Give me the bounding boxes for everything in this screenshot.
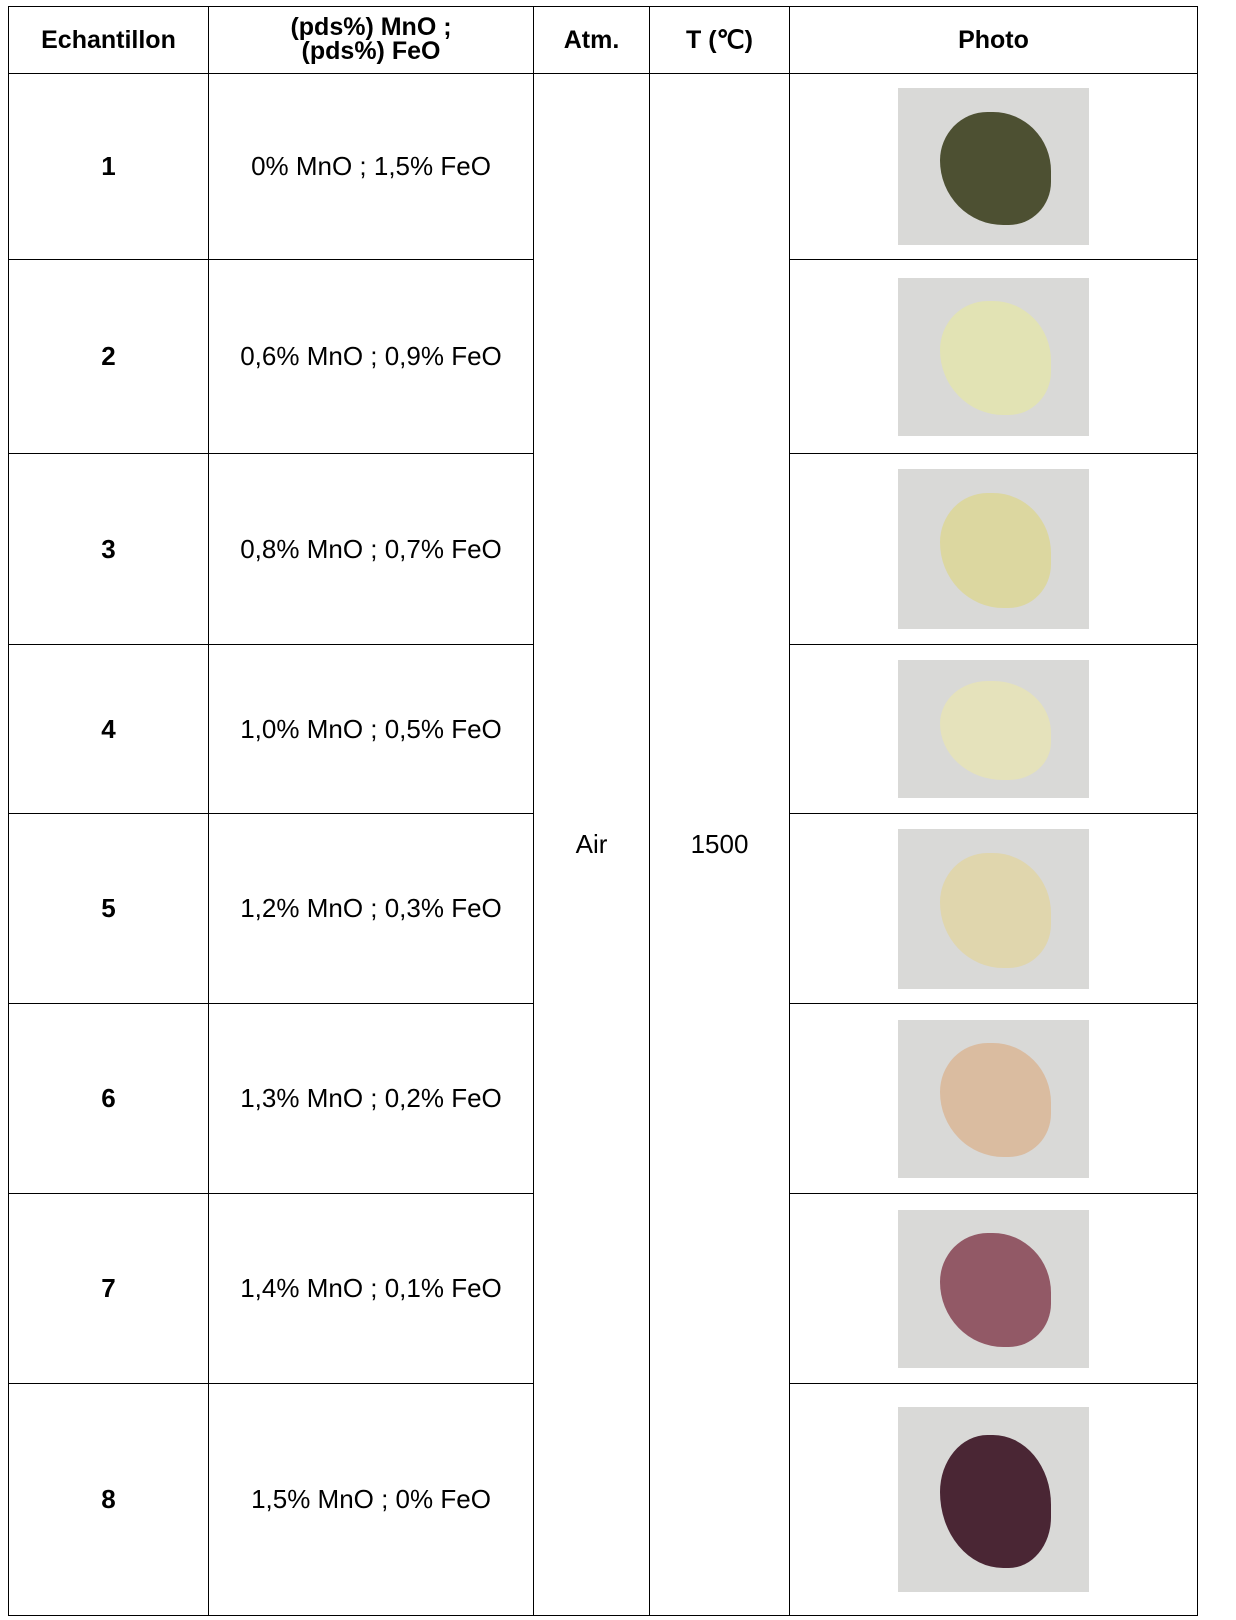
photo-cell — [789, 259, 1198, 454]
table-row: 2 0,6% MnO ; 0,9% FeO — [8, 259, 1198, 454]
table-row: 3 0,8% MnO ; 0,7% FeO — [8, 453, 1198, 645]
temperature: 1500 — [649, 73, 790, 1616]
glass-fragment — [940, 1233, 1051, 1347]
photo-cell — [789, 1003, 1198, 1194]
table-row: 4 1,0% MnO ; 0,5% FeO — [8, 644, 1198, 814]
composition: 0,6% MnO ; 0,9% FeO — [208, 259, 534, 454]
sample-number: 1 — [8, 73, 209, 260]
header-cell: Photo — [789, 6, 1198, 74]
header-cell: T (℃) — [649, 6, 790, 74]
composition: 0% MnO ; 1,5% FeO — [208, 73, 534, 260]
composition: 1,3% MnO ; 0,2% FeO — [208, 1003, 534, 1194]
table-body: 1 0% MnO ; 1,5% FeO Air 1500 2 0,6% MnO ; 0,9… — [8, 73, 1198, 1616]
composition: 1,4% MnO ; 0,1% FeO — [208, 1193, 534, 1384]
composition: 1,2% MnO ; 0,3% FeO — [208, 813, 534, 1004]
header-row: Echantillon (pds%) MnO ; (pds%) FeO Atm.… — [8, 6, 1198, 74]
sample-number: 7 — [8, 1193, 209, 1384]
composition: 1,5% MnO ; 0% FeO — [208, 1383, 534, 1616]
sample-photo — [898, 1209, 1089, 1368]
sample-photo — [898, 1407, 1089, 1592]
glass-fragment — [940, 301, 1051, 415]
table-header: Echantillon (pds%) MnO ; (pds%) FeO Atm.… — [8, 6, 1198, 74]
glass-fragment — [940, 1043, 1051, 1157]
sample-photo — [898, 88, 1089, 245]
glass-fragment — [940, 111, 1051, 225]
header-cell: Echantillon — [8, 6, 209, 74]
header-text: (pds%) MnO ; (pds%) FeO — [290, 12, 452, 65]
photo-cell — [789, 813, 1198, 1004]
table-row: 5 1,2% MnO ; 0,3% FeO — [8, 813, 1198, 1004]
sample-photo — [898, 469, 1089, 629]
glass-fragment — [940, 680, 1051, 781]
sample-photo — [898, 828, 1089, 989]
glass-fragment — [940, 852, 1051, 968]
photo-cell — [789, 73, 1198, 260]
sample-number: 4 — [8, 644, 209, 814]
sample-number: 8 — [8, 1383, 209, 1616]
atmosphere: Air — [533, 73, 650, 1616]
header-cell: (pds%) MnO ; (pds%) FeO — [208, 6, 534, 74]
sample-table: Echantillon (pds%) MnO ; (pds%) FeO Atm.… — [8, 6, 1198, 1616]
photo-cell — [789, 1193, 1198, 1384]
photo-cell — [789, 1383, 1198, 1616]
sample-number: 2 — [8, 259, 209, 454]
sample-photo — [898, 1019, 1089, 1178]
header-cell: Atm. — [533, 6, 650, 74]
sample-photo — [898, 277, 1089, 436]
glass-fragment — [940, 493, 1051, 609]
glass-fragment — [940, 1434, 1051, 1568]
composition: 1,0% MnO ; 0,5% FeO — [208, 644, 534, 814]
composition: 0,8% MnO ; 0,7% FeO — [208, 453, 534, 645]
photo-cell — [789, 453, 1198, 645]
sample-number: 6 — [8, 1003, 209, 1194]
table-row: 8 1,5% MnO ; 0% FeO — [8, 1383, 1198, 1616]
photo-cell — [789, 644, 1198, 814]
sample-number: 5 — [8, 813, 209, 1004]
sample-photo — [898, 660, 1089, 798]
sample-number: 3 — [8, 453, 209, 645]
table-row: 1 0% MnO ; 1,5% FeO Air 1500 — [8, 73, 1198, 1616]
table-row: 6 1,3% MnO ; 0,2% FeO — [8, 1003, 1198, 1194]
